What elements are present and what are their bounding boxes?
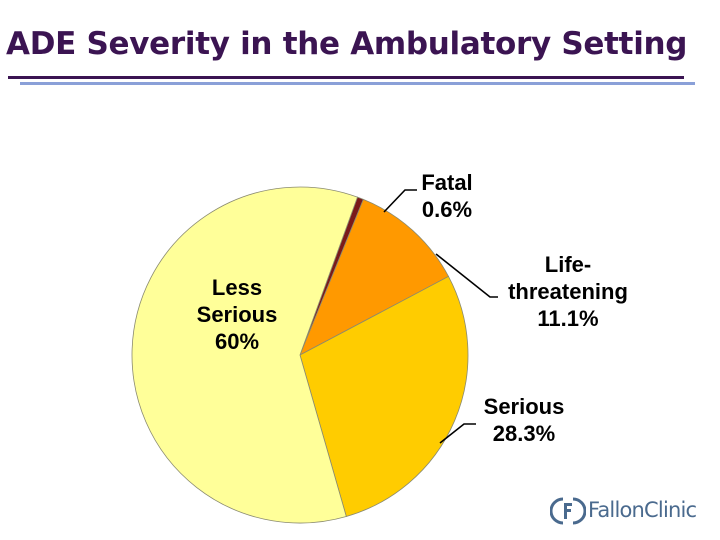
slice-label-1: Fatal 0.6%: [421, 170, 472, 222]
slice-label-2: Life-threatening 11.1%: [508, 252, 628, 331]
fallon-clinic-logo: FallonClinic: [550, 496, 700, 526]
leader-line-3: [439, 423, 476, 444]
logo-text: FallonClinic: [588, 498, 697, 522]
leader-line-2: [435, 253, 498, 298]
leader-line-1: [383, 189, 417, 213]
pie-slice-4: [131, 186, 358, 524]
pie-slice-3: [299, 275, 469, 517]
slice-label-3: Serious 28.3%: [484, 394, 565, 446]
pie-slice-2: [299, 198, 450, 356]
title-rule-dark: [8, 76, 684, 79]
slide-title: ADE Severity in the Ambulatory Setting: [6, 26, 688, 62]
ff-mark-icon: [550, 497, 586, 525]
title-rule-light: [20, 82, 695, 85]
slice-label-4: Less Serious 60%: [197, 275, 278, 354]
